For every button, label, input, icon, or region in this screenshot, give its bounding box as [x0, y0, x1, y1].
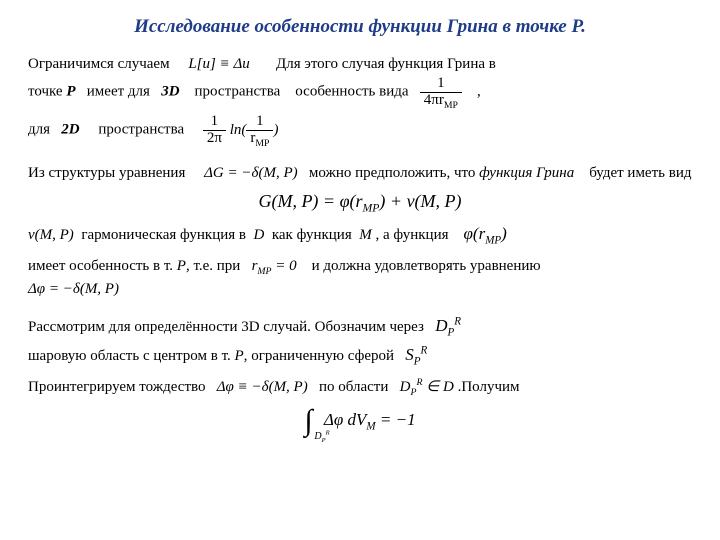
line-consider: Рассмотрим для определённости 3D случай.…	[28, 315, 692, 338]
SPR-base: S	[405, 345, 414, 364]
rzero-sub: MP	[257, 266, 271, 277]
text-consider: Рассмотрим для определённости 3D случай.…	[28, 319, 424, 335]
text-P: P	[66, 84, 75, 100]
ln-num: 1	[246, 114, 273, 130]
text-sing1: имеет особенность в т.	[28, 258, 173, 274]
formula-delta-phi: Δφ = −δ(M, P)	[28, 279, 692, 299]
text-struct2: можно предположить, что	[309, 165, 476, 181]
SPR-sup: R	[421, 344, 428, 356]
DPR-sub: P	[447, 326, 454, 338]
formula-vMP: v(M, P)	[28, 227, 74, 243]
frac3d-den: 4πrMP	[420, 92, 462, 109]
intsub-sub: P	[322, 437, 326, 444]
formula-G-definition: G(M, P) = φ(rMP) + v(M, P)	[28, 189, 692, 213]
text-P-it: P	[177, 258, 186, 274]
formula-ln: ln(1rMP)	[230, 122, 279, 138]
line-3d-singularity: точке P имеет для 3D пространства особен…	[28, 76, 692, 109]
text-sing2: , т.е. при	[186, 258, 240, 274]
phi-head: φ(r	[464, 224, 486, 243]
text-harm2: как функция	[272, 227, 352, 243]
frac3d-den-base: 4πr	[424, 92, 444, 108]
text-singularity: особенность вида	[295, 84, 408, 100]
fraction-3d: 1 4πrMP	[420, 76, 462, 109]
text-int2: по области	[319, 379, 388, 395]
line-harmonic: v(M, P) гармоническая функция в D как фу…	[28, 223, 692, 246]
text-comma: ,	[477, 84, 481, 100]
text-hasfor: имеет для	[87, 84, 150, 100]
line-2d-singularity: для 2D пространства 1 2π ln(1rMP)	[28, 114, 692, 147]
inteq: = −1	[376, 410, 416, 429]
text-restrict: Ограничимся случаем	[28, 56, 170, 72]
ln-symbol: ln	[230, 122, 242, 138]
ln-den-sub: MP	[255, 138, 269, 149]
text-space-1: пространства	[195, 84, 281, 100]
frac3d-den-sub: MP	[444, 100, 458, 111]
formula-DPR-2: DPR	[400, 379, 423, 395]
text-space-2: пространства	[98, 122, 184, 138]
intbody-base: Δφ dV	[324, 410, 367, 429]
line-restrict: Ограничимся случаем L[u] ≡ Δu Для этого …	[28, 54, 692, 74]
text-struct1: Из структуры уравнения	[28, 165, 185, 181]
DPR2-sub: P	[410, 387, 416, 398]
text-harm3: , а функция	[375, 227, 448, 243]
text-3D: 3D	[161, 84, 179, 100]
frac3d-num: 1	[420, 76, 462, 92]
text-inD: ∈ D	[422, 379, 453, 395]
formula-identity: Δφ ≡ −δ(M, P)	[217, 379, 308, 395]
text-for: для	[28, 122, 50, 138]
text-forcase: Для этого случая функция Грина в	[276, 56, 496, 72]
line-structure: Из структуры уравнения ΔG = −δ(M, P) мож…	[28, 163, 692, 183]
text-P-ball: P	[235, 348, 244, 364]
SPR-sub: P	[414, 355, 421, 367]
formula-integral: ∫DPR Δφ dVM = −1	[28, 401, 692, 442]
line-singularity-phi: имеет особенность в т. P, т.е. при rMP =…	[28, 256, 692, 276]
integral-body: Δφ dVM = −1	[324, 410, 416, 429]
line-integrate: Проинтегрируем тождество Δφ ≡ −δ(M, P) п…	[28, 377, 692, 397]
intsub-base: D	[314, 431, 321, 442]
DPR2-base: D	[400, 379, 411, 395]
page: Исследование особенности функции Грина в…	[0, 0, 720, 454]
text-green-italic: функция Грина	[479, 165, 574, 181]
text-D: D	[254, 227, 265, 243]
text-int1: Проинтегрируем тождество	[28, 379, 206, 395]
page-title: Исследование особенности функции Грина в…	[28, 14, 692, 40]
phi-sub: MP	[485, 235, 501, 247]
DPR-base: D	[435, 316, 447, 335]
frac2d-den: 2π	[203, 130, 226, 147]
text-int3: .Получим	[458, 379, 520, 395]
rzero-tail: = 0	[272, 258, 297, 274]
phi-tail: )	[501, 224, 507, 243]
integral-sign: ∫DPR	[304, 401, 312, 442]
formula-DPR: DPR	[435, 316, 461, 335]
Gdef-tail: ) + v(M, P)	[379, 191, 461, 211]
text-atpoint: точке	[28, 84, 63, 100]
formula-deltaG: ΔG = −δ(M, P)	[204, 165, 298, 181]
Gdef-head: G(M, P) = φ(r	[258, 191, 362, 211]
formula-operator: L[u] ≡ Δu	[188, 56, 249, 72]
intbody-sub: M	[366, 420, 375, 432]
DPR-sup: R	[454, 315, 461, 327]
frac2d-num: 1	[203, 114, 226, 130]
fraction-2d: 1 2π	[203, 114, 226, 147]
text-harm1: гармоническая функция в	[81, 227, 246, 243]
formula-SPR: SPR	[405, 345, 427, 364]
text-ball1: шаровую область с центром в т.	[28, 348, 231, 364]
formula-rzero: rMP = 0	[252, 258, 297, 274]
text-struct3: будет иметь вид	[589, 165, 691, 181]
Gdef-sub: MP	[363, 202, 380, 215]
text-ball2: , ограниченную сферой	[244, 348, 394, 364]
intsub-sup: R	[326, 430, 330, 437]
text-green-inner: функция Грина	[479, 165, 574, 181]
text-M: M	[359, 227, 372, 243]
text-2D: 2D	[61, 122, 79, 138]
line-ball: шаровую область с центром в т. P, ограни…	[28, 344, 692, 367]
text-sing3: и должна удовлетворять уравнению	[312, 258, 541, 274]
formula-phi: φ(rMP)	[464, 224, 507, 243]
